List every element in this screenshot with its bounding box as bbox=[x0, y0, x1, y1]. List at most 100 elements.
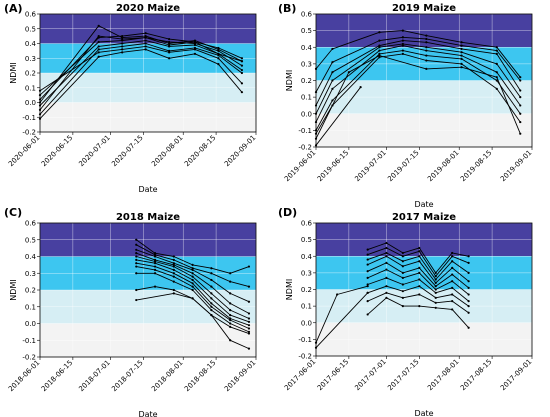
data-point bbox=[135, 288, 138, 292]
data-point bbox=[135, 272, 138, 275]
data-point bbox=[434, 301, 437, 304]
x-tick-label: 2019-06-15 bbox=[316, 149, 350, 183]
data-point bbox=[495, 62, 498, 65]
x-tick-label: 2018-09-01 bbox=[223, 359, 257, 393]
x-axis-label: Date bbox=[138, 410, 157, 417]
x-tick-label: 2019-07-01 bbox=[353, 149, 387, 183]
data-point bbox=[451, 266, 454, 269]
data-point bbox=[247, 327, 251, 330]
panel-title: 2019 Maize bbox=[392, 3, 456, 14]
data-point bbox=[240, 60, 244, 63]
series-line bbox=[315, 86, 361, 146]
data-point bbox=[467, 271, 470, 274]
data-point bbox=[193, 48, 197, 51]
data-point bbox=[153, 265, 157, 268]
y-tick-label: -0.1 bbox=[298, 127, 312, 135]
data-point bbox=[210, 278, 213, 282]
data-point bbox=[168, 57, 171, 60]
panel-label: (C) bbox=[4, 206, 22, 219]
data-point bbox=[366, 313, 369, 316]
data-point bbox=[425, 49, 428, 52]
x-axis-label: Date bbox=[414, 409, 433, 417]
data-point bbox=[378, 44, 381, 47]
data-point bbox=[434, 285, 437, 288]
data-point bbox=[366, 283, 369, 286]
data-point bbox=[401, 251, 404, 255]
x-tick-label: 2020-06-01 bbox=[7, 134, 41, 168]
data-point bbox=[172, 275, 175, 278]
data-point bbox=[401, 271, 404, 274]
data-point bbox=[385, 296, 388, 299]
data-point bbox=[401, 265, 404, 268]
data-point bbox=[153, 253, 157, 256]
x-tick-label: 2018-08-01 bbox=[150, 359, 184, 393]
y-tick-label: -0.2 bbox=[298, 353, 312, 361]
data-point bbox=[366, 291, 369, 294]
data-point bbox=[172, 280, 175, 283]
data-point bbox=[378, 39, 381, 42]
data-point bbox=[97, 45, 100, 48]
x-tick-label: 2018-06-01 bbox=[7, 359, 41, 393]
data-point bbox=[172, 262, 175, 265]
data-point bbox=[495, 79, 498, 82]
y-tick-label: 0.0 bbox=[25, 99, 36, 107]
data-point bbox=[331, 47, 334, 51]
data-point bbox=[229, 322, 232, 325]
data-point bbox=[519, 89, 522, 92]
series-line bbox=[315, 30, 521, 78]
panel-b: -0.2-0.10.00.10.20.30.40.50.62019-06-012… bbox=[278, 2, 533, 209]
data-point bbox=[153, 258, 157, 261]
data-point bbox=[229, 319, 232, 322]
data-point bbox=[434, 275, 437, 278]
data-point bbox=[451, 286, 454, 289]
data-point bbox=[460, 51, 463, 54]
data-point bbox=[121, 45, 124, 48]
data-point bbox=[135, 255, 138, 258]
x-tick-label: 2018-06-15 bbox=[40, 359, 74, 393]
data-point bbox=[144, 48, 147, 51]
data-point bbox=[460, 41, 463, 44]
data-point bbox=[385, 241, 388, 245]
data-point bbox=[247, 332, 251, 335]
data-point bbox=[378, 52, 381, 56]
data-point bbox=[121, 48, 124, 51]
data-point bbox=[153, 260, 157, 263]
data-point bbox=[495, 46, 498, 49]
series-line bbox=[39, 35, 243, 111]
data-point bbox=[144, 39, 147, 42]
data-point bbox=[153, 285, 157, 288]
data-point bbox=[193, 43, 197, 47]
y-tick-label: 0.4 bbox=[25, 253, 37, 261]
data-point bbox=[378, 31, 381, 34]
data-point bbox=[172, 288, 175, 292]
y-tick-label: 0.6 bbox=[25, 220, 37, 228]
y-tick-label: 0.3 bbox=[25, 55, 36, 63]
y-tick-label: -0.2 bbox=[298, 144, 312, 152]
y-tick-label: 0.4 bbox=[301, 253, 313, 261]
y-tick-label: 0.5 bbox=[25, 236, 36, 244]
data-point bbox=[425, 37, 428, 41]
y-tick-label: 0.1 bbox=[301, 94, 312, 102]
data-point bbox=[210, 267, 213, 270]
data-point bbox=[191, 285, 194, 288]
y-tick-label: -0.1 bbox=[298, 336, 312, 344]
data-point bbox=[121, 39, 124, 42]
y-tick-label: 0.2 bbox=[25, 287, 36, 295]
data-point bbox=[210, 272, 213, 275]
data-point bbox=[336, 293, 339, 296]
data-point bbox=[495, 71, 498, 74]
data-point bbox=[97, 48, 100, 51]
data-point bbox=[366, 253, 369, 256]
series-line bbox=[315, 292, 369, 349]
data-point bbox=[191, 278, 194, 282]
data-point bbox=[191, 282, 194, 285]
data-point bbox=[418, 305, 421, 308]
data-point bbox=[121, 42, 124, 45]
panel-label: (B) bbox=[278, 2, 296, 15]
y-tick-label: 0.5 bbox=[25, 25, 36, 33]
data-point bbox=[418, 293, 421, 296]
data-point bbox=[451, 280, 454, 283]
data-point bbox=[135, 258, 138, 261]
data-point bbox=[191, 297, 194, 300]
